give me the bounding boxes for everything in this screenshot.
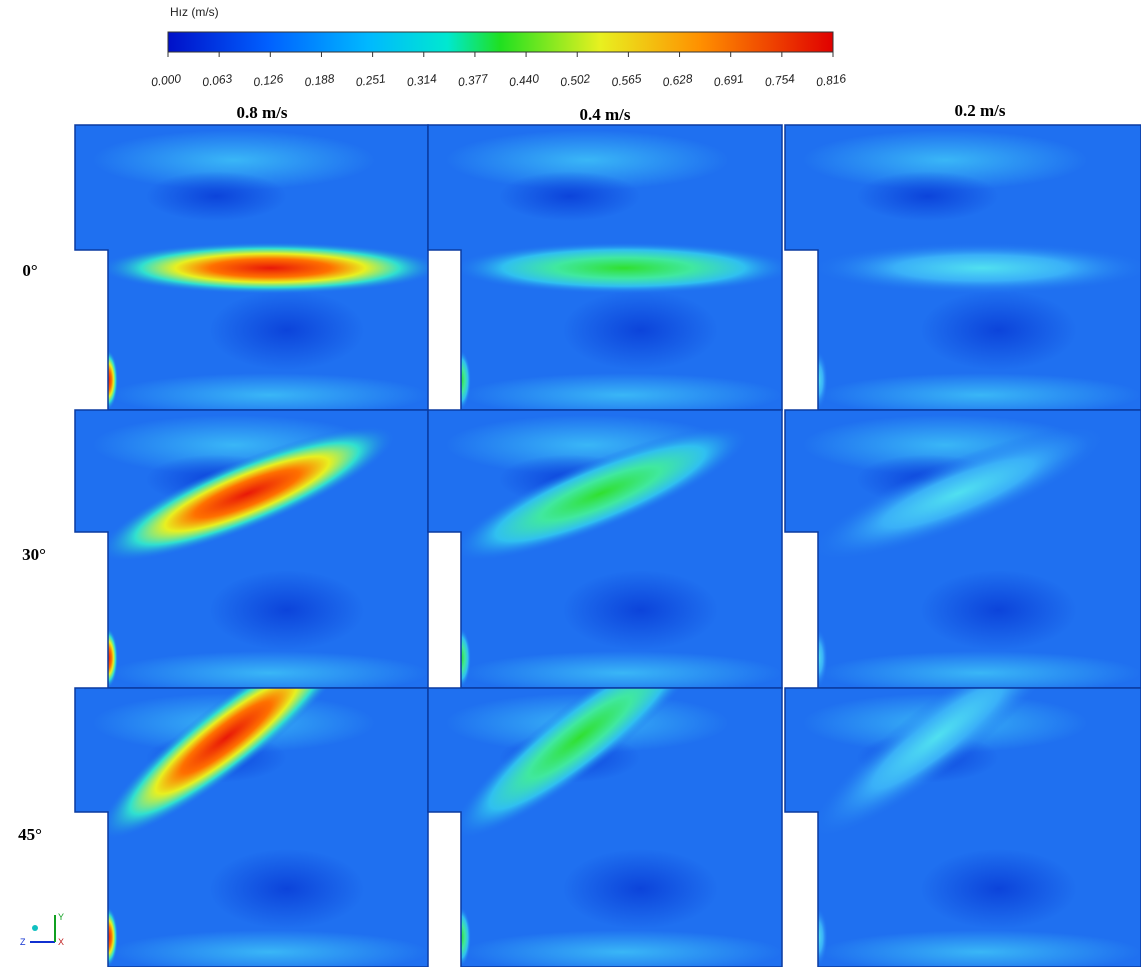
row-header: 45° — [18, 825, 42, 844]
flow-region — [209, 290, 364, 370]
contour-panel — [428, 402, 782, 695]
colorbar-tick-label: 0.565 — [611, 71, 643, 89]
colorbar-tick-label: 0.440 — [508, 71, 540, 89]
flow-region — [563, 849, 719, 929]
colorbar-title: Hız (m/s) — [170, 5, 219, 19]
row-header: 0° — [22, 261, 37, 280]
colorbar-tick-label: 0.628 — [662, 71, 694, 89]
flow-region — [146, 171, 287, 221]
colorbar-tick-label: 0.126 — [252, 71, 284, 89]
flow-region — [563, 570, 719, 650]
colorbar-tick-label: 0.754 — [764, 71, 796, 89]
z-label: Z — [20, 937, 26, 947]
contour-panel — [75, 125, 443, 417]
colorbar-tick-label: 0.502 — [559, 71, 591, 89]
flow-region — [920, 570, 1077, 650]
colorbar-tick-label: 0.691 — [713, 71, 745, 89]
colorbar-tick-label: 0.251 — [355, 71, 387, 89]
colorbar-tick-label: 0.377 — [457, 71, 490, 89]
flow-region — [563, 290, 719, 370]
flow-region — [499, 171, 641, 221]
figure: Hız (m/s) 0.8 m/s 0.4 m/s 0.2 m/s 0° 30°… — [0, 0, 1141, 967]
jet — [98, 242, 443, 294]
flow-region — [209, 849, 364, 929]
flow-region — [920, 290, 1077, 370]
axes-triad: Y Z X — [20, 912, 64, 947]
row-header: 30° — [22, 545, 46, 564]
contour-panel — [75, 402, 428, 695]
contour-panel — [428, 125, 797, 417]
x-label: X — [58, 937, 64, 947]
colorbar-tick-label: 0.063 — [201, 71, 233, 89]
colorbar — [168, 32, 833, 52]
column-header: 0.2 m/s — [955, 101, 1006, 120]
contour-grid — [75, 125, 1141, 967]
jet — [808, 242, 1141, 294]
flow-region — [856, 171, 998, 221]
flow-region — [209, 570, 364, 650]
flow-region — [920, 849, 1077, 929]
contour-panel — [785, 401, 1141, 695]
colorbar-tick-label: 0.188 — [304, 71, 336, 89]
colorbar-tick-label: 0.816 — [815, 71, 847, 89]
column-header: 0.4 m/s — [580, 105, 631, 124]
y-label: Y — [58, 912, 64, 922]
jet — [451, 242, 797, 294]
contour-panel — [785, 125, 1141, 417]
colorbar-tick-label: 0.000 — [150, 71, 182, 89]
triad-dot — [32, 925, 38, 931]
colorbar-tick-label: 0.314 — [406, 71, 438, 89]
column-header: 0.8 m/s — [237, 103, 288, 122]
